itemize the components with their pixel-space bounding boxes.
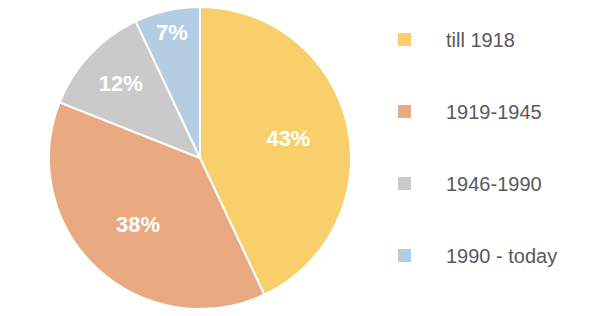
data-label: 12%	[99, 71, 143, 96]
legend-swatch	[398, 177, 411, 190]
legend-label: 1990 - today	[446, 245, 557, 267]
legend-swatch	[398, 249, 411, 262]
slice	[136, 7, 200, 158]
legend-label: 1946-1990	[446, 173, 542, 195]
legend-swatch	[398, 33, 411, 46]
legend-swatch	[398, 105, 411, 118]
legend-label: 1919-1945	[446, 101, 542, 123]
data-labels: 43% 38% 12% 7%	[99, 20, 311, 236]
slices	[49, 7, 351, 309]
legend-label: till 1918	[446, 29, 515, 51]
data-label: 38%	[116, 212, 160, 237]
data-label: 43%	[266, 126, 310, 151]
legend: till 1918 1919-1945 1946-1990 1990 - today	[398, 29, 557, 267]
data-label: 7%	[156, 20, 188, 45]
chart: 43% 38% 12% 7% till 1918 1919-1945 1946-1990 19…	[0, 0, 600, 316]
